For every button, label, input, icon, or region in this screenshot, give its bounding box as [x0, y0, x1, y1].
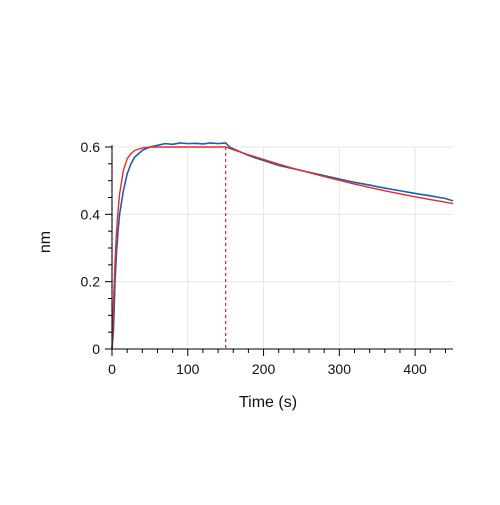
y-tick-label: 0.6	[81, 139, 101, 155]
x-tick-label: 200	[252, 361, 276, 377]
measured-series-line	[111, 142, 454, 350]
vertical-markers	[111, 147, 227, 349]
y-tick-label: 0	[92, 341, 100, 357]
y-tick-label: 0.2	[81, 274, 101, 290]
y-tick-label: 0.4	[81, 206, 101, 222]
x-tick-label: 300	[328, 361, 352, 377]
x-axis-label: Time (s)	[239, 394, 297, 411]
fit-series-line	[111, 146, 454, 350]
data-series	[111, 142, 454, 350]
x-tick-label: 100	[176, 361, 200, 377]
x-tick-label: 400	[403, 361, 427, 377]
gridlines	[112, 146, 453, 349]
x-tick-label: 0	[108, 361, 116, 377]
y-axis-label: nm	[37, 231, 54, 253]
axes: 0 100 200 300 400 0 0.2 0.4 0.6	[81, 139, 453, 377]
